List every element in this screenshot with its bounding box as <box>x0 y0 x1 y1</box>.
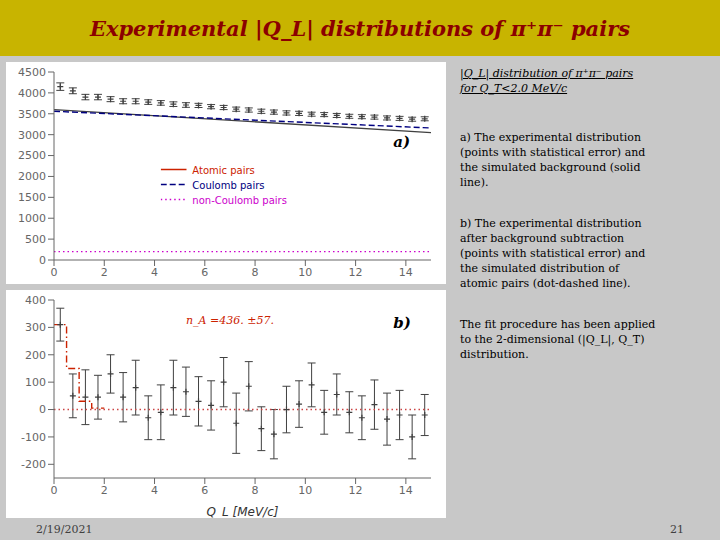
svg-text:4: 4 <box>151 484 158 497</box>
svg-text:4000: 4000 <box>18 87 46 100</box>
svg-text:-200: -200 <box>21 458 46 471</box>
html-text:Experimental |Q_L| distributio: Experimental |Q_L| distributions of π⁺π⁻… <box>89 15 631 41</box>
svg-text:300: 300 <box>25 321 46 334</box>
html-text:a): a) <box>393 133 411 151</box>
svg-text:1500: 1500 <box>18 191 46 204</box>
html-text:non-Coulomb pairs: non-Coulomb pairs <box>192 194 287 206</box>
svg-text:4: 4 <box>151 266 158 279</box>
svg-text:0: 0 <box>39 254 46 267</box>
html-text:Coulomb pairs: Coulomb pairs <box>192 179 265 191</box>
html-text:a) The experimental distributi: a) The experimental distribution (points… <box>460 131 646 189</box>
html-text:2/19/2021: 2/19/2021 <box>36 522 93 536</box>
svg-text:2000: 2000 <box>18 170 46 183</box>
svg-text:8: 8 <box>252 484 259 497</box>
svg-text:3000: 3000 <box>18 129 46 142</box>
svg-text:-100: -100 <box>21 431 46 444</box>
svg-text:0: 0 <box>51 484 58 497</box>
html-text:|Q_L| distribution of π⁺π⁻ pai: |Q_L| distribution of π⁺π⁻ pairs for Q_T… <box>460 67 634 95</box>
svg-text:2: 2 <box>101 266 108 279</box>
svg-text:100: 100 <box>25 376 46 389</box>
html-text:b) The experimental distributi: b) The experimental distribution after b… <box>460 217 646 290</box>
svg-text:4500: 4500 <box>18 66 46 79</box>
svg-text:0: 0 <box>51 266 58 279</box>
svg-text:14: 14 <box>399 266 413 279</box>
svg-text:8: 8 <box>252 266 259 279</box>
svg-text:0: 0 <box>39 403 46 416</box>
svg-text:6: 6 <box>201 266 208 279</box>
svg-text:2: 2 <box>101 484 108 497</box>
html-text:21: 21 <box>670 522 684 536</box>
svg-text:500: 500 <box>25 233 46 246</box>
svg-text:12: 12 <box>349 266 363 279</box>
svg-text:1000: 1000 <box>18 212 46 225</box>
svg-text:10: 10 <box>298 266 312 279</box>
svg-text:2500: 2500 <box>18 149 46 162</box>
svg-text:10: 10 <box>298 484 312 497</box>
svg-text:Q_L [MeV/c]: Q_L [MeV/c] <box>207 505 279 518</box>
html-text:b): b) <box>393 314 411 332</box>
html-text:n_A =436. ±57.: n_A =436. ±57. <box>185 313 274 327</box>
svg-text:12: 12 <box>349 484 363 497</box>
svg-text:200: 200 <box>25 349 46 362</box>
svg-text:14: 14 <box>399 484 413 497</box>
svg-text:400: 400 <box>25 294 46 307</box>
svg-text:6: 6 <box>201 484 208 497</box>
svg-text:3500: 3500 <box>18 108 46 121</box>
html-text:Atomic pairs: Atomic pairs <box>192 164 255 176</box>
html-text:The fit procedure has been app: The fit procedure has been applied to th… <box>460 318 656 361</box>
